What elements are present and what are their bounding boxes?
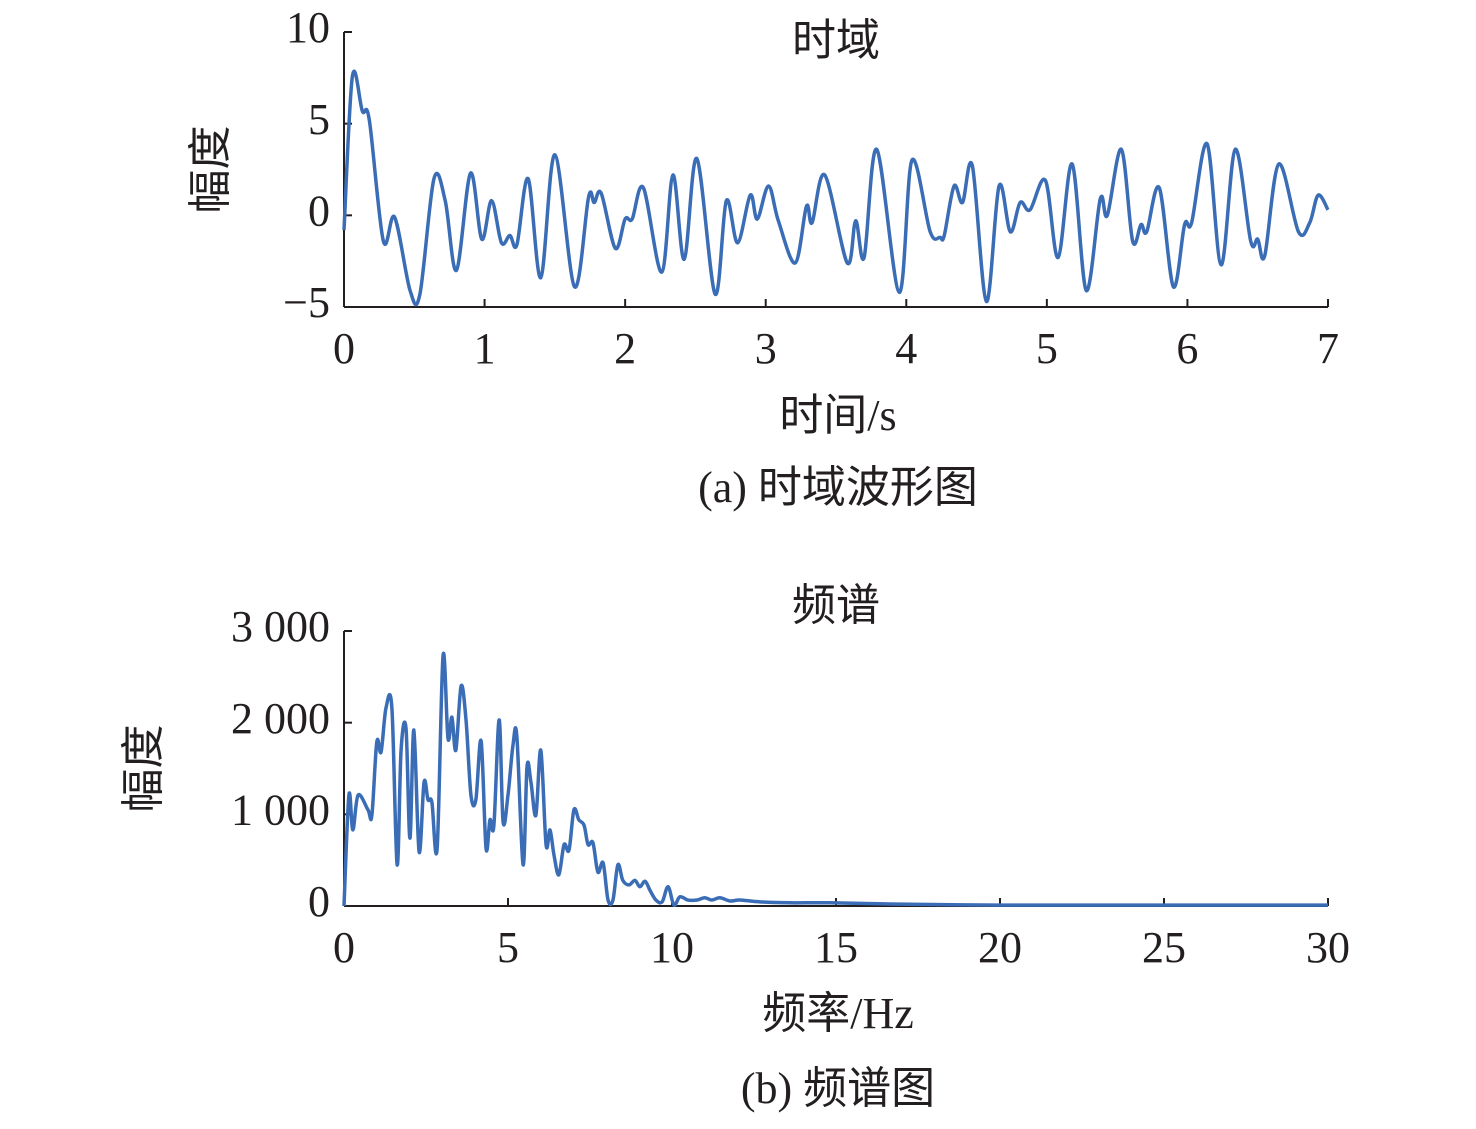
- x-axis-label: 频率/Hz: [762, 989, 914, 1038]
- x-tick-label: 1: [474, 324, 496, 373]
- x-tick-label: 6: [1176, 324, 1198, 373]
- x-tick-label: 3: [755, 324, 777, 373]
- y-tick-label: 2 000: [231, 694, 330, 743]
- x-tick-label: 0: [333, 324, 355, 373]
- x-tick-label: 2: [614, 324, 636, 373]
- x-tick-label: 0: [333, 923, 355, 972]
- y-tick-label: 3 000: [231, 602, 330, 651]
- y-tick-label: 0: [308, 186, 330, 235]
- y-tick-label: 1 000: [231, 785, 330, 834]
- x-tick-label: 5: [497, 923, 519, 972]
- x-axis-label: 时间/s: [779, 391, 896, 440]
- caption: (b) 频谱图: [741, 1064, 935, 1113]
- data-line: [342, 69, 1330, 307]
- x-tick-label: 5: [1036, 324, 1058, 373]
- y-tick-label: −5: [283, 278, 330, 327]
- y-tick-label: 0: [308, 877, 330, 926]
- y-tick-label: 5: [308, 95, 330, 144]
- y-axis-label: 幅度: [186, 126, 235, 214]
- data-line: [342, 651, 1328, 907]
- caption: (a) 时域波形图: [698, 463, 978, 512]
- x-tick-label: 20: [978, 923, 1022, 972]
- x-tick-label: 25: [1142, 923, 1186, 972]
- chart-title: 时域: [792, 16, 880, 65]
- x-tick-label: 7: [1317, 324, 1339, 373]
- x-tick-label: 4: [895, 324, 917, 373]
- y-tick-label: 10: [286, 3, 330, 52]
- chart-title: 频谱: [792, 581, 880, 630]
- x-tick-label: 15: [814, 923, 858, 972]
- x-tick-label: 30: [1306, 923, 1350, 972]
- x-tick-label: 10: [650, 923, 694, 972]
- y-axis-label: 幅度: [119, 725, 168, 813]
